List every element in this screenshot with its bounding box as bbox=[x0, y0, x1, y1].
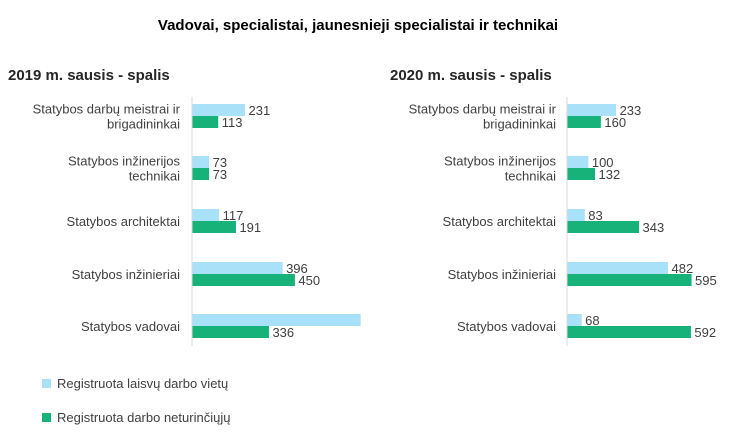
data-label: 117 bbox=[223, 208, 244, 223]
bar bbox=[567, 326, 691, 338]
bar bbox=[567, 274, 692, 286]
bar bbox=[567, 116, 601, 128]
data-label: 132 bbox=[599, 167, 621, 182]
category-label: Statybos inžinieriai bbox=[72, 267, 180, 282]
category-label: technikai bbox=[129, 169, 180, 184]
bar bbox=[192, 326, 269, 338]
data-label: 343 bbox=[643, 220, 665, 235]
legend-item-vacancies: Registruota laisvų darbo vietų bbox=[42, 376, 228, 391]
data-label: 191 bbox=[239, 220, 261, 235]
category-label: brigadininkai bbox=[107, 117, 180, 132]
legend-label-vacancies: Registruota laisvų darbo vietų bbox=[57, 376, 229, 391]
bar bbox=[192, 156, 210, 168]
data-label: 336 bbox=[272, 325, 294, 340]
bar bbox=[192, 274, 295, 286]
bar bbox=[567, 314, 582, 326]
data-label: 595 bbox=[695, 273, 717, 288]
bar bbox=[192, 209, 220, 221]
bar bbox=[192, 116, 219, 128]
data-label: 100 bbox=[592, 155, 614, 170]
category-label: Statybos inžinieriai bbox=[448, 267, 556, 282]
bar bbox=[567, 221, 640, 233]
data-label: 73 bbox=[213, 167, 227, 182]
bar bbox=[192, 314, 361, 326]
main-title: Vadovai, specialistai, jaunesnieji speci… bbox=[158, 17, 558, 34]
data-label: 160 bbox=[604, 115, 626, 130]
bar bbox=[567, 262, 668, 274]
bar bbox=[567, 156, 589, 168]
category-label: Statybos inžinerijos bbox=[68, 154, 180, 169]
category-label: Statybos darbų meistrai ir bbox=[409, 102, 557, 117]
data-label: 83 bbox=[588, 208, 602, 223]
category-label: Statybos architektai bbox=[67, 214, 181, 229]
category-label: Statybos vadovai bbox=[81, 319, 180, 334]
panel-title: 2019 m. sausis - spalis bbox=[8, 67, 170, 84]
data-label: 482 bbox=[671, 261, 693, 276]
category-label: Statybos darbų meistrai ir bbox=[33, 102, 181, 117]
bar bbox=[192, 168, 210, 180]
data-label: 450 bbox=[298, 273, 320, 288]
bar bbox=[192, 221, 236, 233]
bar bbox=[567, 209, 585, 221]
category-label: Statybos inžinerijos bbox=[444, 154, 556, 169]
category-label: technikai bbox=[505, 169, 556, 184]
bar bbox=[192, 262, 283, 274]
bar bbox=[567, 104, 617, 116]
panel-title: 2020 m. sausis - spalis bbox=[390, 67, 552, 84]
legend-swatch-vacancies bbox=[42, 379, 51, 388]
category-label: Statybos vadovai bbox=[457, 319, 556, 334]
category-label: Statybos architektai bbox=[443, 214, 557, 229]
legend-swatch-unemployed bbox=[42, 413, 51, 422]
data-label: 73 bbox=[213, 155, 227, 170]
bar bbox=[567, 168, 596, 180]
data-label: 396 bbox=[286, 261, 308, 276]
data-label: 68 bbox=[585, 313, 599, 328]
data-label: 113 bbox=[222, 115, 243, 130]
data-label: 592 bbox=[694, 325, 716, 340]
legend-item-unemployed: Registruota darbo neturinčiųjų bbox=[42, 410, 230, 425]
bar bbox=[192, 104, 246, 116]
data-label: 231 bbox=[249, 103, 271, 118]
category-label: brigadininkai bbox=[483, 117, 556, 132]
legend-label-unemployed: Registruota darbo neturinčiųjų bbox=[57, 410, 231, 425]
data-label: 233 bbox=[620, 103, 642, 118]
